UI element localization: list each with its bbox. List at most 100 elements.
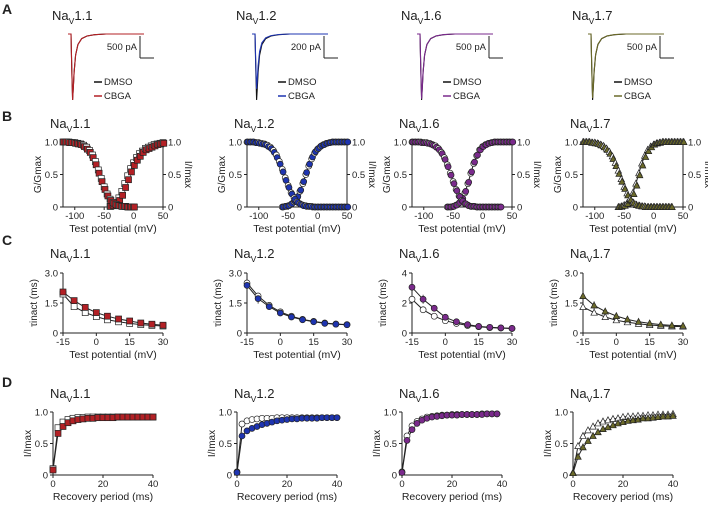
gv-y-label-right: I/Imax: [531, 161, 542, 188]
recovery-y-tick-label: 0.5: [555, 439, 568, 450]
recovery-cbga-point: [659, 412, 667, 420]
tau-x-tick-label: 15: [308, 337, 319, 348]
gv-channel-label: NaV1.2: [234, 116, 274, 134]
cbga-trace: [252, 33, 328, 89]
recovery-channel-label: NaV1.1: [50, 386, 90, 404]
gv-x-label: Test potential (mV): [418, 223, 506, 235]
label-prefix: Na: [234, 246, 251, 261]
label-subscript: V: [251, 254, 257, 264]
recovery-cbga-point: [589, 431, 597, 439]
recovery-cbga-point: [333, 414, 341, 422]
activation-cbga-point: [630, 189, 638, 197]
gv-y-tick-label: 1.0: [565, 138, 578, 149]
tau-cbga-point: [475, 323, 483, 330]
activation-cbga-point: [125, 176, 132, 184]
tau-cbga-point: [430, 304, 438, 312]
gv-x-tick-label: 50: [678, 211, 689, 222]
inactivation-cbga-point: [279, 168, 287, 176]
tau-cbga-point: [104, 312, 111, 320]
recovery-cbga-point: [493, 410, 501, 418]
trace-channel-label: NaV1.1: [52, 8, 92, 26]
recovery-x-tick-label: 40: [148, 479, 159, 490]
tau-cbga-point: [265, 303, 273, 310]
tau-dmso-fit: [582, 306, 684, 328]
legend-dmso-label: DMSO: [453, 77, 482, 88]
tau-cbga-point: [81, 304, 89, 311]
recovery-cbga-point: [149, 413, 157, 421]
recovery-cbga-point: [569, 468, 577, 477]
gv-x-tick-label: -100: [414, 211, 433, 222]
label-subscript: V: [67, 124, 73, 134]
gv-right-tick-label: 1.0: [517, 138, 530, 149]
recovery-y-tick-label: 1.0: [555, 408, 568, 419]
gv-right-tick-label: 0: [688, 203, 693, 214]
gv-y-tick-label: 0.5: [565, 170, 578, 181]
gv-right-tick-label: 1.0: [168, 138, 181, 149]
recovery-y-label: I/Imax: [372, 430, 383, 457]
tau-cbga-point: [276, 309, 284, 317]
label-subscript: V: [416, 254, 422, 264]
tau-y-label: τinact (ms): [549, 279, 560, 327]
legend-cbga-label: CBGA: [104, 91, 132, 102]
tau-cbga-point: [668, 321, 676, 329]
trace-channel-label: NaV1.2: [236, 8, 276, 26]
tau-cbga-point: [115, 315, 122, 323]
tau-x-tick-label: 30: [158, 337, 169, 348]
tau-cbga-point: [645, 319, 654, 327]
recovery-x-tick-label: 20: [618, 479, 629, 490]
recovery-dmso-point: [574, 441, 582, 449]
tau-x-tick-label: 0: [94, 337, 99, 348]
label-prefix: Na: [570, 386, 587, 401]
inactivation-cbga-point: [344, 203, 352, 211]
recovery-cbga-point: [624, 416, 632, 424]
activation-cbga-point: [632, 181, 641, 189]
gv-x-tick-label: 50: [507, 211, 518, 222]
tau-y-label: τinact (ms): [378, 279, 389, 327]
activation-cbga-point: [300, 178, 308, 185]
label-suffix: 1.7: [592, 116, 610, 131]
tau-dmso-point: [430, 312, 438, 320]
tau-y-tick-label: 0: [237, 329, 242, 340]
tau-x-tick-label: 30: [507, 337, 518, 348]
tau-x-tick-label: -15: [405, 337, 419, 348]
tau-cbga-point: [148, 320, 156, 328]
gv-y-tick-label: 0.5: [394, 170, 407, 181]
tau-cbga-point: [92, 309, 100, 316]
tau-x-tick-label: 15: [644, 337, 655, 348]
label-suffix: 1.2: [256, 246, 274, 261]
trace-channel-label: NaV1.7: [572, 8, 612, 26]
gv-x-tick-label: -100: [249, 211, 268, 222]
activation-cbga-point: [462, 188, 470, 195]
recovery-y-label: I/Imax: [23, 430, 34, 457]
tau-y-tick-label: 1.5: [229, 299, 242, 310]
recovery-x-tick-label: 40: [332, 479, 343, 490]
label-prefix: Na: [570, 116, 587, 131]
tau-cbga-fit: [62, 291, 164, 326]
gv-y-tick-label: 0.5: [45, 170, 58, 181]
label-suffix: 1.1: [72, 386, 90, 401]
recovery-y-tick-label: 0.5: [35, 439, 48, 450]
label-subscript: V: [416, 394, 422, 404]
tau-dmso-point: [579, 302, 587, 310]
label-suffix: 1.1: [74, 8, 92, 23]
tau-cbga-point: [579, 291, 587, 299]
gv-right-tick-label: 0: [517, 203, 522, 214]
gv-y-tick-label: 0: [53, 203, 58, 214]
label-subscript: V: [251, 394, 257, 404]
gv-right-tick-label: 0.5: [352, 170, 365, 181]
tau-channel-label: NaV1.2: [234, 246, 274, 264]
panel-letter: A: [2, 1, 12, 17]
tau-cbga-point: [332, 320, 340, 328]
recovery-dmso-point: [594, 419, 602, 427]
gv-y-label-left: G/Gmax: [382, 156, 393, 193]
label-subscript: V: [418, 16, 424, 26]
inactivation-cbga-point: [447, 171, 455, 179]
gv-y-tick-label: 0.5: [229, 170, 242, 181]
recovery-y-tick-label: 0: [43, 471, 48, 482]
gv-x-tick-label: -50: [617, 211, 631, 222]
label-subscript: V: [587, 394, 593, 404]
tau-cbga-point: [623, 315, 632, 323]
legend-cbga-label: CBGA: [288, 91, 316, 102]
cbga-trace: [417, 33, 493, 99]
